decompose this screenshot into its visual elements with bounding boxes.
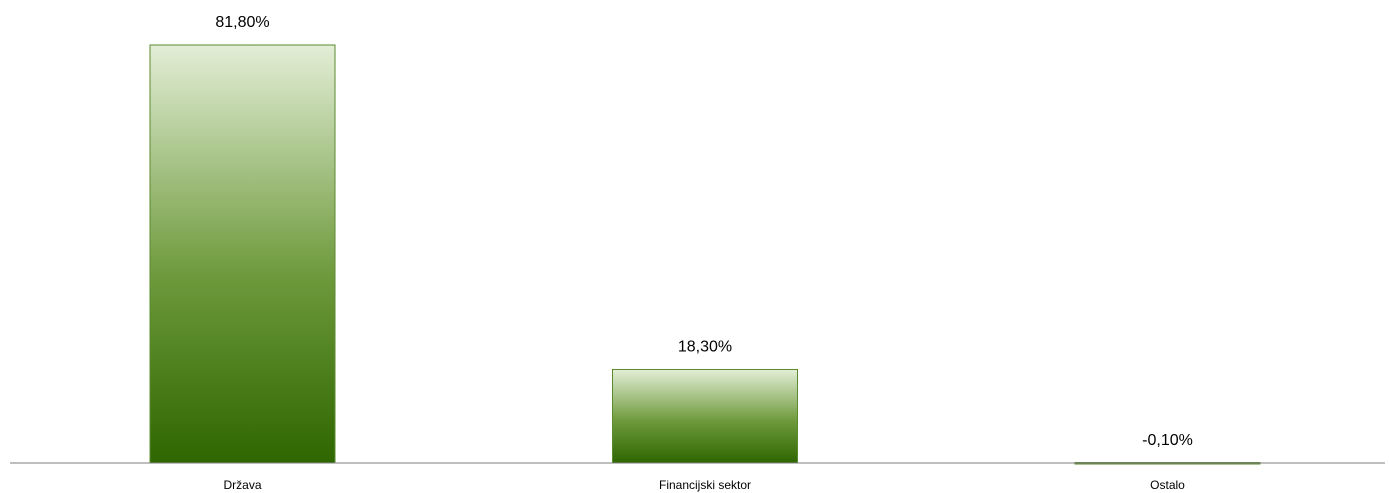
data-label-financijski-sektor: 18,30% — [678, 338, 732, 355]
data-labels-group: 81,80% 18,30% -0,10% — [215, 14, 1192, 449]
data-label-drzava: 81,80% — [215, 14, 269, 31]
category-labels-group: Država Financijski sektor Ostalo — [223, 478, 1185, 492]
category-label-ostalo: Ostalo — [1150, 478, 1185, 492]
data-label-ostalo: -0,10% — [1142, 432, 1193, 449]
category-label-financijski-sektor: Financijski sektor — [659, 478, 751, 492]
bars-group — [149, 44, 1261, 465]
bar-financijski-sektor — [612, 368, 798, 464]
category-label-drzava: Država — [223, 478, 261, 492]
bar-drzava — [149, 44, 336, 464]
